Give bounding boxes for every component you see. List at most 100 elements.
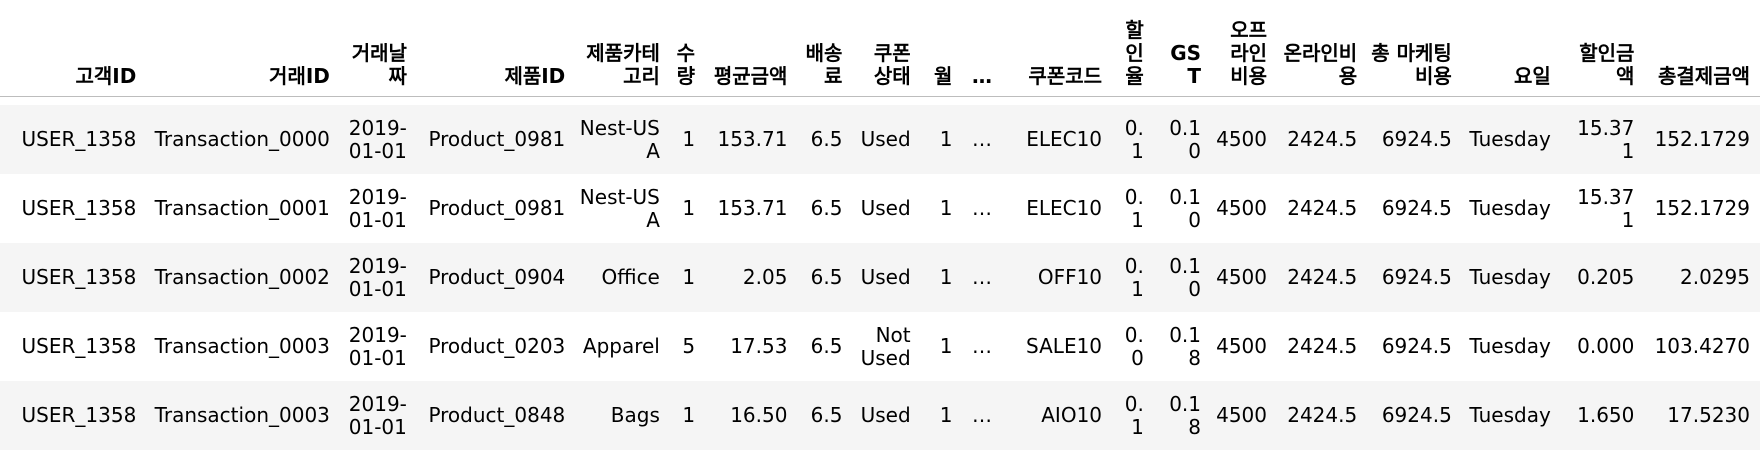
cell-avg-price: 153.71 [705, 174, 798, 243]
cell-discount-rate: 0.0 [1112, 312, 1154, 381]
header-spacer [0, 96, 1760, 105]
cell-total-marketing-cost: 6924.5 [1367, 243, 1462, 312]
column-header-offline-cost[interactable]: 오프라인비용 [1211, 0, 1278, 97]
cell-offline-cost: 4500 [1211, 243, 1278, 312]
cell-total-payment: 17.5230 [1644, 381, 1760, 450]
cell-weekday: Tuesday [1461, 312, 1561, 381]
cell-coupon-status: Used [852, 174, 921, 243]
cell-online-cost: 2424.5 [1277, 174, 1368, 243]
column-header-transaction-id[interactable]: 거래ID [146, 0, 340, 97]
cell-ellipsis: … [962, 174, 1003, 243]
column-header-discount-rate[interactable]: 할인율 [1112, 0, 1154, 97]
table-row[interactable]: USER_1358 Transaction_0002 2019-01-01 Pr… [0, 243, 1760, 312]
column-header-online-cost[interactable]: 온라인비용 [1277, 0, 1368, 97]
cell-product-id: Product_0981 [416, 105, 576, 174]
column-header-avg-price[interactable]: 평균금액 [705, 0, 798, 97]
cell-customer-id: USER_1358 [0, 312, 147, 381]
column-header-delivery-fee[interactable]: 배송료 [797, 0, 853, 97]
cell-product-id: Product_0848 [416, 381, 576, 450]
cell-quantity: 1 [669, 105, 706, 174]
column-header-customer-id[interactable]: 고객ID [0, 0, 147, 97]
cell-transaction-id: Transaction_0003 [146, 312, 340, 381]
cell-gst: 0.10 [1153, 174, 1212, 243]
cell-coupon-code: ELEC10 [1002, 105, 1113, 174]
cell-product-id: Product_0203 [416, 312, 576, 381]
cell-transaction-date: 2019-01-01 [339, 312, 417, 381]
cell-coupon-status: Used [852, 243, 921, 312]
cell-delivery-fee: 6.5 [797, 312, 853, 381]
cell-total-marketing-cost: 6924.5 [1367, 174, 1462, 243]
cell-transaction-id: Transaction_0001 [146, 174, 340, 243]
cell-total-marketing-cost: 6924.5 [1367, 105, 1462, 174]
cell-quantity: 1 [669, 174, 706, 243]
cell-product-category: Bags [575, 381, 670, 450]
cell-weekday: Tuesday [1461, 174, 1561, 243]
cell-coupon-code: AIO10 [1002, 381, 1113, 450]
cell-product-category: Apparel [575, 312, 670, 381]
cell-transaction-date: 2019-01-01 [339, 243, 417, 312]
cell-transaction-date: 2019-01-01 [339, 105, 417, 174]
cell-coupon-code: SALE10 [1002, 312, 1113, 381]
cell-coupon-code: ELEC10 [1002, 174, 1113, 243]
table-row[interactable]: USER_1358 Transaction_0003 2019-01-01 Pr… [0, 312, 1760, 381]
cell-month: 1 [920, 105, 963, 174]
cell-discount-amount: 15.371 [1560, 174, 1645, 243]
cell-gst: 0.10 [1153, 105, 1212, 174]
cell-total-payment: 103.4270 [1644, 312, 1760, 381]
cell-gst: 0.10 [1153, 243, 1212, 312]
cell-offline-cost: 4500 [1211, 105, 1278, 174]
column-header-discount-amount[interactable]: 할인금액 [1560, 0, 1645, 97]
cell-offline-cost: 4500 [1211, 174, 1278, 243]
cell-month: 1 [920, 381, 963, 450]
cell-delivery-fee: 6.5 [797, 105, 853, 174]
cell-coupon-status: Used [852, 105, 921, 174]
table-row[interactable]: USER_1358 Transaction_0000 2019-01-01 Pr… [0, 105, 1760, 174]
cell-weekday: Tuesday [1461, 105, 1561, 174]
cell-delivery-fee: 6.5 [797, 381, 853, 450]
cell-gst: 0.18 [1153, 312, 1212, 381]
cell-coupon-code: OFF10 [1002, 243, 1113, 312]
column-header-total-marketing-cost[interactable]: 총 마케팅비용 [1367, 0, 1462, 97]
column-header-weekday[interactable]: 요일 [1461, 0, 1561, 97]
column-header-total-payment[interactable]: 총결제금액 [1644, 0, 1760, 97]
column-header-quantity[interactable]: 수량 [669, 0, 706, 97]
cell-discount-rate: 0.1 [1112, 243, 1154, 312]
cell-avg-price: 16.50 [705, 381, 798, 450]
cell-total-payment: 152.1729 [1644, 105, 1760, 174]
cell-product-category: Nest-USA [575, 174, 670, 243]
cell-online-cost: 2424.5 [1277, 243, 1368, 312]
data-table: 고객ID 거래ID 거래날짜 제품ID 제품카테고리 수량 평균금액 배송료 쿠… [0, 0, 1760, 450]
cell-transaction-id: Transaction_0003 [146, 381, 340, 450]
column-header-gst[interactable]: GST [1153, 0, 1212, 97]
column-header-coupon-code[interactable]: 쿠폰코드 [1002, 0, 1113, 97]
column-header-product-id[interactable]: 제품ID [416, 0, 576, 97]
cell-customer-id: USER_1358 [0, 174, 147, 243]
cell-customer-id: USER_1358 [0, 243, 147, 312]
cell-product-id: Product_0981 [416, 174, 576, 243]
cell-month: 1 [920, 174, 963, 243]
cell-customer-id: USER_1358 [0, 105, 147, 174]
cell-delivery-fee: 6.5 [797, 174, 853, 243]
column-header-product-category[interactable]: 제품카테고리 [575, 0, 670, 97]
cell-transaction-date: 2019-01-01 [339, 381, 417, 450]
cell-offline-cost: 4500 [1211, 312, 1278, 381]
table-row[interactable]: USER_1358 Transaction_0001 2019-01-01 Pr… [0, 174, 1760, 243]
cell-quantity: 5 [669, 312, 706, 381]
column-header-month[interactable]: 월 [920, 0, 963, 97]
cell-online-cost: 2424.5 [1277, 381, 1368, 450]
cell-transaction-id: Transaction_0002 [146, 243, 340, 312]
column-header-ellipsis: … [962, 0, 1003, 97]
cell-quantity: 1 [669, 381, 706, 450]
column-header-coupon-status[interactable]: 쿠폰상태 [852, 0, 921, 97]
column-header-transaction-date[interactable]: 거래날짜 [339, 0, 417, 97]
cell-transaction-date: 2019-01-01 [339, 174, 417, 243]
cell-online-cost: 2424.5 [1277, 105, 1368, 174]
header-row: 고객ID 거래ID 거래날짜 제품ID 제품카테고리 수량 평균금액 배송료 쿠… [0, 0, 1760, 97]
cell-avg-price: 17.53 [705, 312, 798, 381]
cell-transaction-id: Transaction_0000 [146, 105, 340, 174]
table-row[interactable]: USER_1358 Transaction_0003 2019-01-01 Pr… [0, 381, 1760, 450]
cell-product-category: Office [575, 243, 670, 312]
cell-discount-rate: 0.1 [1112, 105, 1154, 174]
cell-avg-price: 2.05 [705, 243, 798, 312]
cell-total-marketing-cost: 6924.5 [1367, 381, 1462, 450]
